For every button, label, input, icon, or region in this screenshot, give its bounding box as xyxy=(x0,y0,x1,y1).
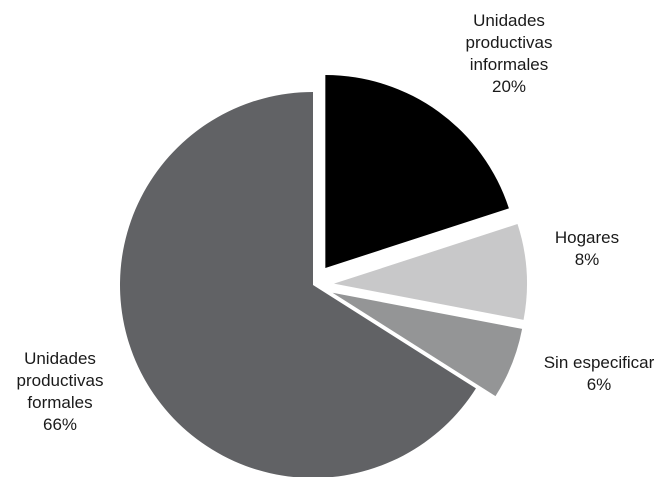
pie-slice-3 xyxy=(332,292,523,397)
pie-slices xyxy=(120,75,527,477)
slice-name-line: Hogares xyxy=(555,228,619,247)
slice-label-3: Sin especificar 6% xyxy=(544,353,655,394)
pie-labels: Unidades productivas informales 20% Hogares 8… xyxy=(17,11,655,434)
slice-label-2: Hogares 8% xyxy=(555,228,619,269)
slice-name-line: Unidades xyxy=(473,11,545,30)
slice-value-label: 66% xyxy=(43,415,77,434)
slice-value-label: 8% xyxy=(575,250,600,269)
slice-label-4: Unidades productivas formales 66% xyxy=(17,349,104,434)
pie-slice-2 xyxy=(333,224,527,320)
slice-value-label: 20% xyxy=(492,77,526,96)
slice-name-line: Sin especificar xyxy=(544,353,655,372)
slice-name-line: formales xyxy=(27,393,92,412)
slice-label-1: Unidades productivas informales 20% xyxy=(466,11,553,96)
slice-name-line: informales xyxy=(470,55,548,74)
pie-slice-1 xyxy=(325,75,509,269)
slice-name-line: Unidades xyxy=(24,349,96,368)
pie-slice-4 xyxy=(120,92,476,477)
slice-value-label: 6% xyxy=(587,375,612,394)
slice-name-line: productivas xyxy=(466,33,553,52)
slice-name-line: productivas xyxy=(17,371,104,390)
